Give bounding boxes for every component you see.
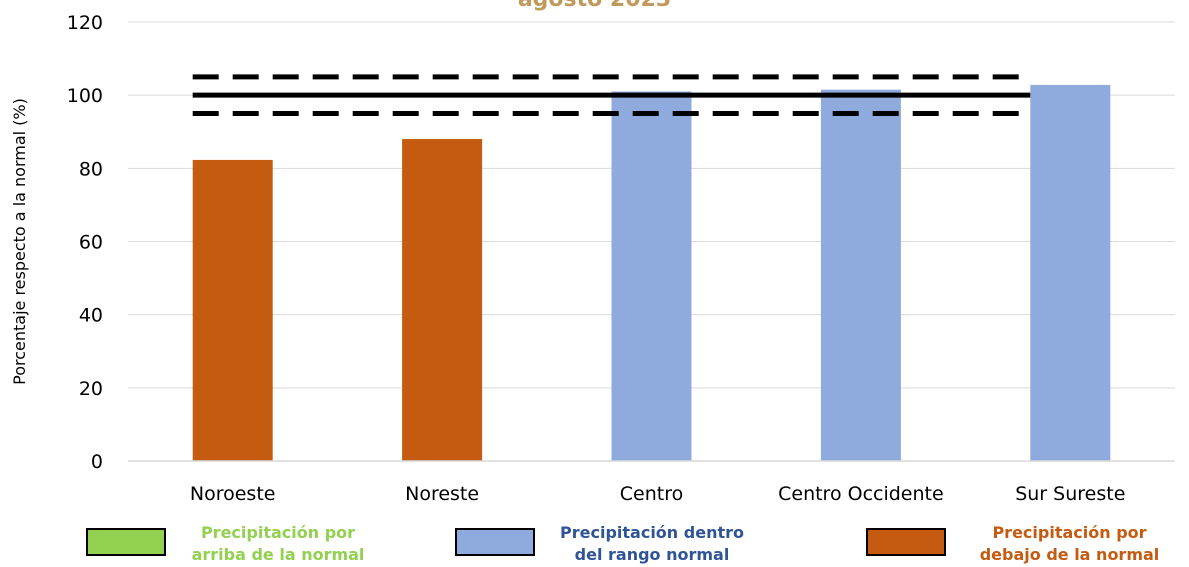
x-tick-label: Noroeste <box>190 483 276 505</box>
legend-label-normal-range: Precipitación dentro del rango normal <box>560 523 744 564</box>
y-tick-label: 100 <box>67 85 103 107</box>
y-tick-label: 0 <box>91 451 103 473</box>
legend-label-below-normal: Precipitación por debajo de la normal <box>979 523 1160 564</box>
y-axis-label: Porcentaje respecto a la normal (%) <box>10 98 29 385</box>
legend-label-above-normal: Precipitación por arriba de la normal <box>191 523 365 564</box>
x-tick-label: Noreste <box>405 483 479 505</box>
bar-centro-occidente <box>820 89 901 461</box>
bar-noroeste <box>192 159 273 461</box>
y-tick-label: 40 <box>79 305 103 327</box>
legend-swatch-below-normal <box>866 528 946 556</box>
legend-item-normal-range: Precipitación dentro del rango normal <box>455 520 795 567</box>
x-tick-label: Centro <box>620 483 683 505</box>
legend-swatch-normal-range <box>455 528 535 556</box>
chart-title: agosto 2023 <box>0 0 1189 12</box>
bar-noreste <box>402 139 483 462</box>
legend-item-above-normal: Precipitación por arriba de la normal <box>86 520 406 567</box>
bar-sur-sureste <box>1030 84 1111 461</box>
bar-centro <box>611 91 692 461</box>
y-tick-label: 80 <box>79 158 103 180</box>
y-tick-label: 20 <box>79 378 103 400</box>
x-tick-label: Sur Sureste <box>1015 483 1125 505</box>
x-tick-label: Centro Occidente <box>778 483 944 505</box>
y-tick-label: 60 <box>79 232 103 254</box>
legend-swatch-above-normal <box>86 528 166 556</box>
legend-item-below-normal: Precipitación por debajo de la normal <box>866 520 1186 567</box>
y-tick-label: 120 <box>67 12 103 34</box>
bar-chart: 0 20 40 60 80 100 120 Noroeste Noreste Centro Cent… <box>10 12 1175 505</box>
